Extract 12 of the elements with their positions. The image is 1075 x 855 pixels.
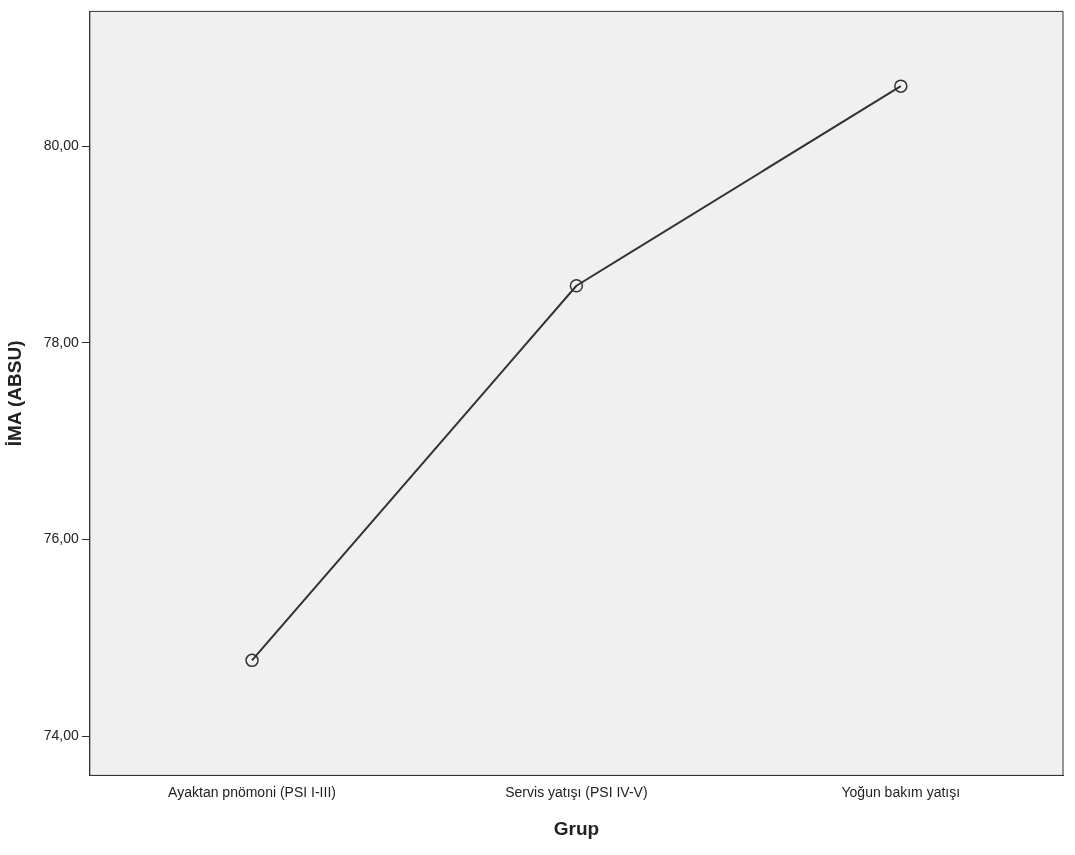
- x-tick-label: Ayaktan pnömoni (PSI I-III): [168, 783, 336, 800]
- point: [569, 278, 584, 293]
- point: [245, 653, 259, 668]
- y-tick-label: 80,00: [43, 136, 80, 153]
- y-tick-label: 74,00: [43, 726, 80, 743]
- point: [894, 79, 908, 93]
- y-tick-label: 78,00: [43, 333, 80, 350]
- y-tick-label: 76,00: [43, 530, 80, 547]
- y-axis-title: İMA (ABSU): [3, 340, 25, 447]
- x-axis-title: Grup: [553, 817, 600, 839]
- x-tick-label: Yoğun bakım yatışı: [841, 783, 961, 800]
- x-tick-label: Servis yatışı (PSI IV-V): [505, 783, 648, 800]
